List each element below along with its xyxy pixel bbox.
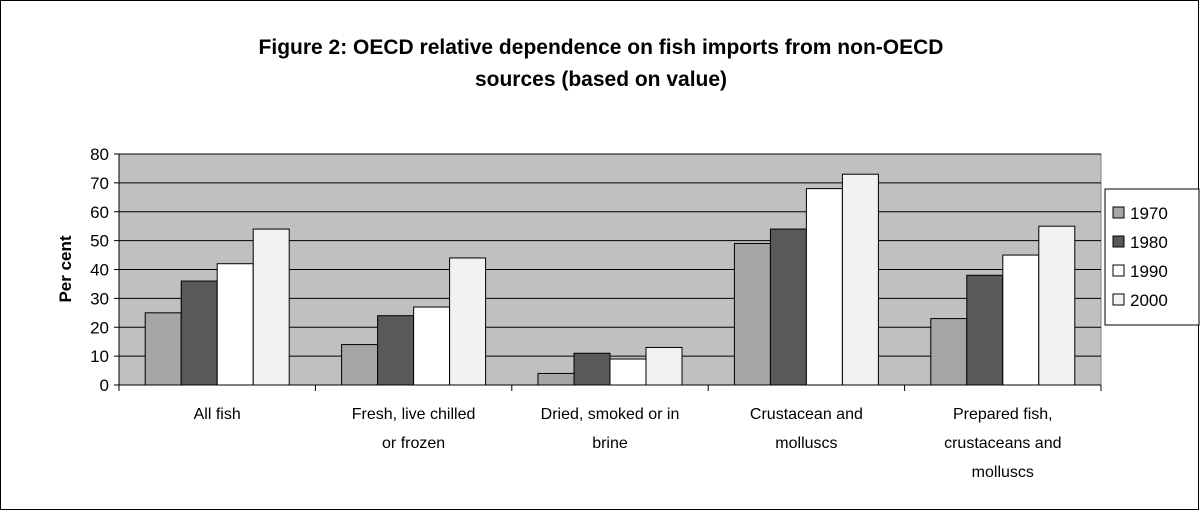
legend-swatch-1990 <box>1112 264 1125 277</box>
bar-1970 <box>341 344 379 386</box>
chart-title-line-1: Figure 2: OECD relative dependence on fi… <box>259 36 944 59</box>
x-category-label: Fresh, live chilled <box>352 406 476 423</box>
y-tick-label: 40 <box>90 261 109 280</box>
legend: 1970 1980 1990 2000 <box>1104 188 1200 326</box>
x-category-labels: All fish Fresh, live chilled or frozen Drie… <box>194 406 1062 481</box>
y-tick-labels: 0 10 20 30 40 50 60 70 80 <box>90 145 109 395</box>
bar-2000 <box>1038 225 1076 386</box>
x-category-label: Dried, smoked or in <box>541 406 680 423</box>
x-category-label: or frozen <box>382 435 445 452</box>
bar-2000 <box>252 228 290 386</box>
x-category-label: molluscs <box>972 464 1034 481</box>
y-axis-label: Per cent <box>56 235 75 302</box>
x-category-label: All fish <box>194 406 241 423</box>
bar-1990 <box>413 306 451 386</box>
chart-title: Figure 2: OECD relative dependence on fi… <box>259 36 944 91</box>
bar-1980 <box>377 315 415 386</box>
bar-2000 <box>841 173 879 386</box>
y-tick-label: 0 <box>100 376 109 395</box>
bar-1990 <box>609 358 647 386</box>
x-category-label: crustaceans and <box>944 435 1061 452</box>
y-tick-label: 10 <box>90 347 109 366</box>
legend-label-1970: 1970 <box>1130 204 1168 223</box>
x-category-label: brine <box>592 435 628 452</box>
y-tick-label: 80 <box>90 145 109 164</box>
axes <box>114 153 1102 391</box>
y-tick-label: 70 <box>90 174 109 193</box>
bar-1970 <box>537 372 575 386</box>
bar-1990 <box>1002 254 1040 386</box>
bar-2000 <box>645 346 683 386</box>
bar-1990 <box>216 263 254 386</box>
bar-1970 <box>930 318 968 386</box>
bar-1980 <box>769 228 807 386</box>
x-category-label: Prepared fish, <box>953 406 1053 423</box>
bar-1980 <box>966 274 1004 386</box>
bar-1970 <box>144 312 182 386</box>
bar-1990 <box>805 188 843 386</box>
legend-label-1980: 1980 <box>1130 233 1168 252</box>
y-tick-label: 20 <box>90 318 109 337</box>
x-category-label: molluscs <box>775 435 837 452</box>
legend-swatch-1980 <box>1112 235 1125 248</box>
x-category-label: Crustacean and <box>750 406 863 423</box>
y-tick-label: 50 <box>90 232 109 251</box>
legend-label-1990: 1990 <box>1130 262 1168 281</box>
y-tick-label: 30 <box>90 289 109 308</box>
legend-swatch-2000 <box>1112 293 1125 306</box>
bars <box>144 173 1076 386</box>
chart-title-line-2: sources (based on value) <box>475 68 727 91</box>
bar-1980 <box>180 280 218 386</box>
legend-label-2000: 2000 <box>1130 291 1168 310</box>
y-tick-label: 60 <box>90 203 109 222</box>
legend-swatch-1970 <box>1112 206 1125 219</box>
bar-1980 <box>573 352 611 386</box>
bar-2000 <box>449 257 487 386</box>
bar-1970 <box>733 243 771 386</box>
